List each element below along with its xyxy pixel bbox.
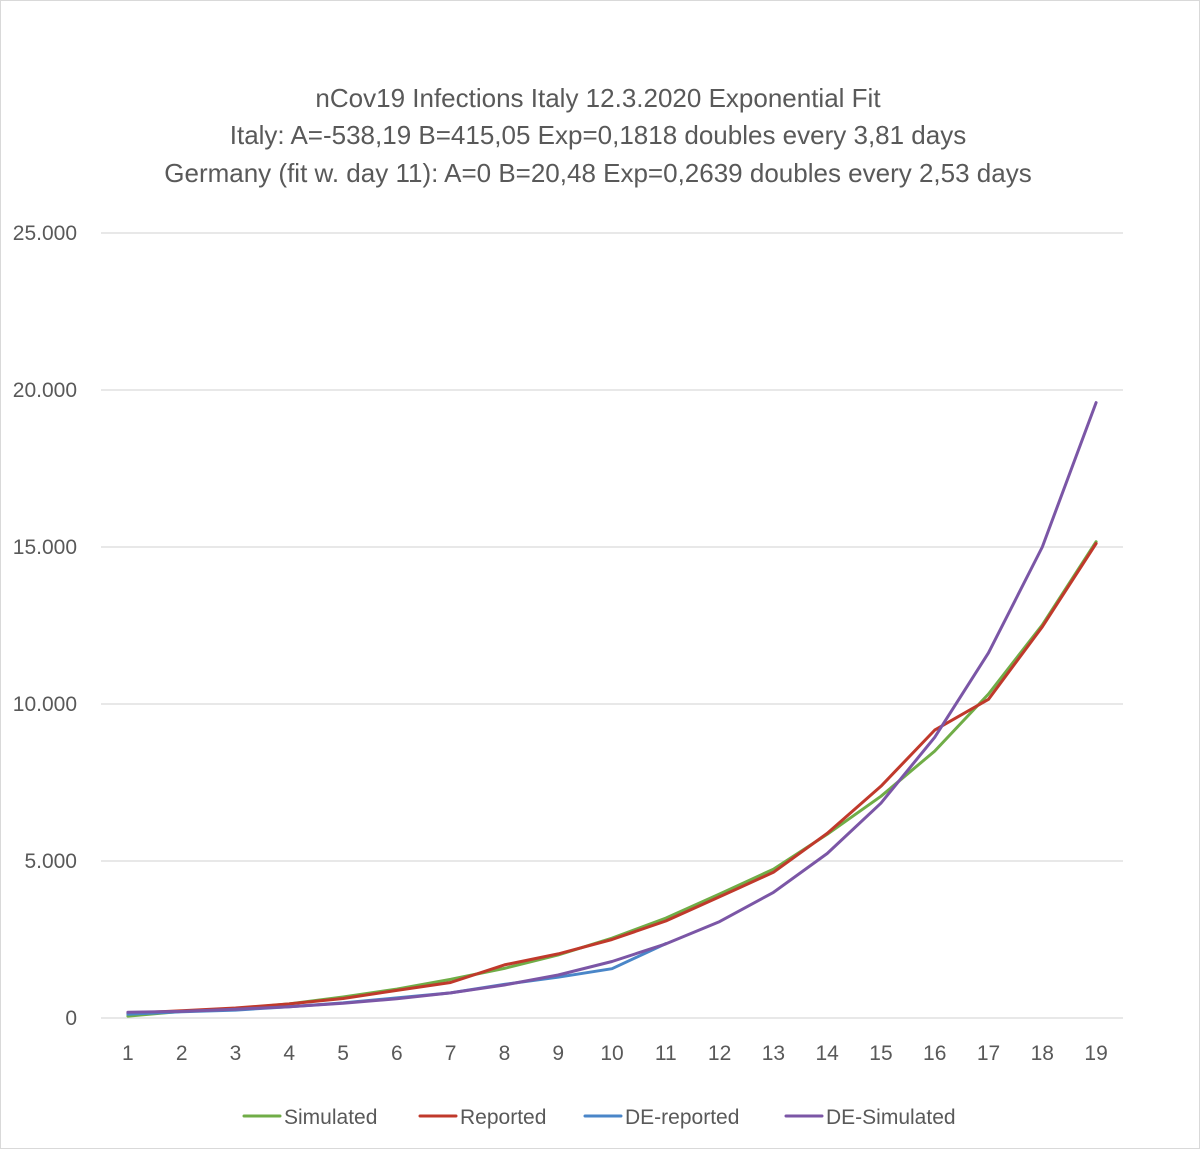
gridlines: [101, 232, 1123, 1019]
legend-label: Reported: [460, 1106, 546, 1129]
x-tick-label: 1: [122, 1042, 134, 1065]
x-tick-label: 19: [1084, 1042, 1107, 1065]
x-tick-label: 2: [176, 1042, 188, 1065]
legend-label: Simulated: [284, 1106, 377, 1129]
series-line-de-reported: [126, 942, 668, 1016]
series-line-reported: [126, 542, 1098, 1015]
chart-title-line-2: Italy: A=-538,19 B=415,05 Exp=0,1818 dou…: [230, 120, 966, 150]
x-tick-label: 8: [499, 1042, 511, 1065]
x-tick-label: 9: [552, 1042, 564, 1065]
series-line-de-simulated: [126, 401, 1098, 1014]
x-tick-label: 11: [655, 1042, 677, 1065]
y-tick-label: 25.000: [13, 222, 77, 245]
x-tick-label: 15: [869, 1042, 892, 1065]
y-tick-label: 0: [65, 1007, 77, 1030]
x-tick-label: 3: [230, 1042, 242, 1065]
chart-title-line-3: Germany (fit w. day 11): A=0 B=20,48 Exp…: [164, 158, 1031, 188]
y-axis-tick-labels: 0 5.000 10.000 15.000 20.000 25.000: [13, 222, 77, 1030]
legend-label: DE-reported: [625, 1106, 739, 1129]
x-tick-label: 4: [283, 1042, 295, 1065]
chart-title: nCov19 Infections Italy 12.3.2020 Expone…: [164, 83, 1031, 188]
y-tick-label: 5.000: [24, 850, 77, 873]
x-tick-label: 10: [600, 1042, 623, 1065]
chart-title-line-1: nCov19 Infections Italy 12.3.2020 Expone…: [315, 83, 881, 113]
x-tick-label: 5: [337, 1042, 349, 1065]
legend-label: DE-Simulated: [826, 1106, 956, 1129]
x-axis-tick-labels: 1 2 3 4 5 6 7 8 9 10 11 12 13 14 15 16 17 18 19: [122, 1042, 1108, 1065]
y-tick-label: 20.000: [13, 379, 77, 402]
series-lines: [126, 401, 1098, 1018]
series-line-simulated: [126, 540, 1098, 1018]
x-tick-label: 13: [762, 1042, 785, 1065]
y-tick-label: 15.000: [13, 536, 77, 559]
x-tick-label: 14: [815, 1042, 839, 1065]
x-tick-label: 18: [1031, 1042, 1054, 1065]
x-tick-label: 17: [977, 1042, 1000, 1065]
legend: Simulated Reported DE-reported DE-Simulated: [242, 1106, 956, 1129]
x-tick-label: 16: [923, 1042, 946, 1065]
y-tick-label: 10.000: [13, 693, 77, 716]
x-tick-label: 6: [391, 1042, 403, 1065]
x-tick-label: 12: [708, 1042, 731, 1065]
x-tick-label: 7: [445, 1042, 457, 1065]
